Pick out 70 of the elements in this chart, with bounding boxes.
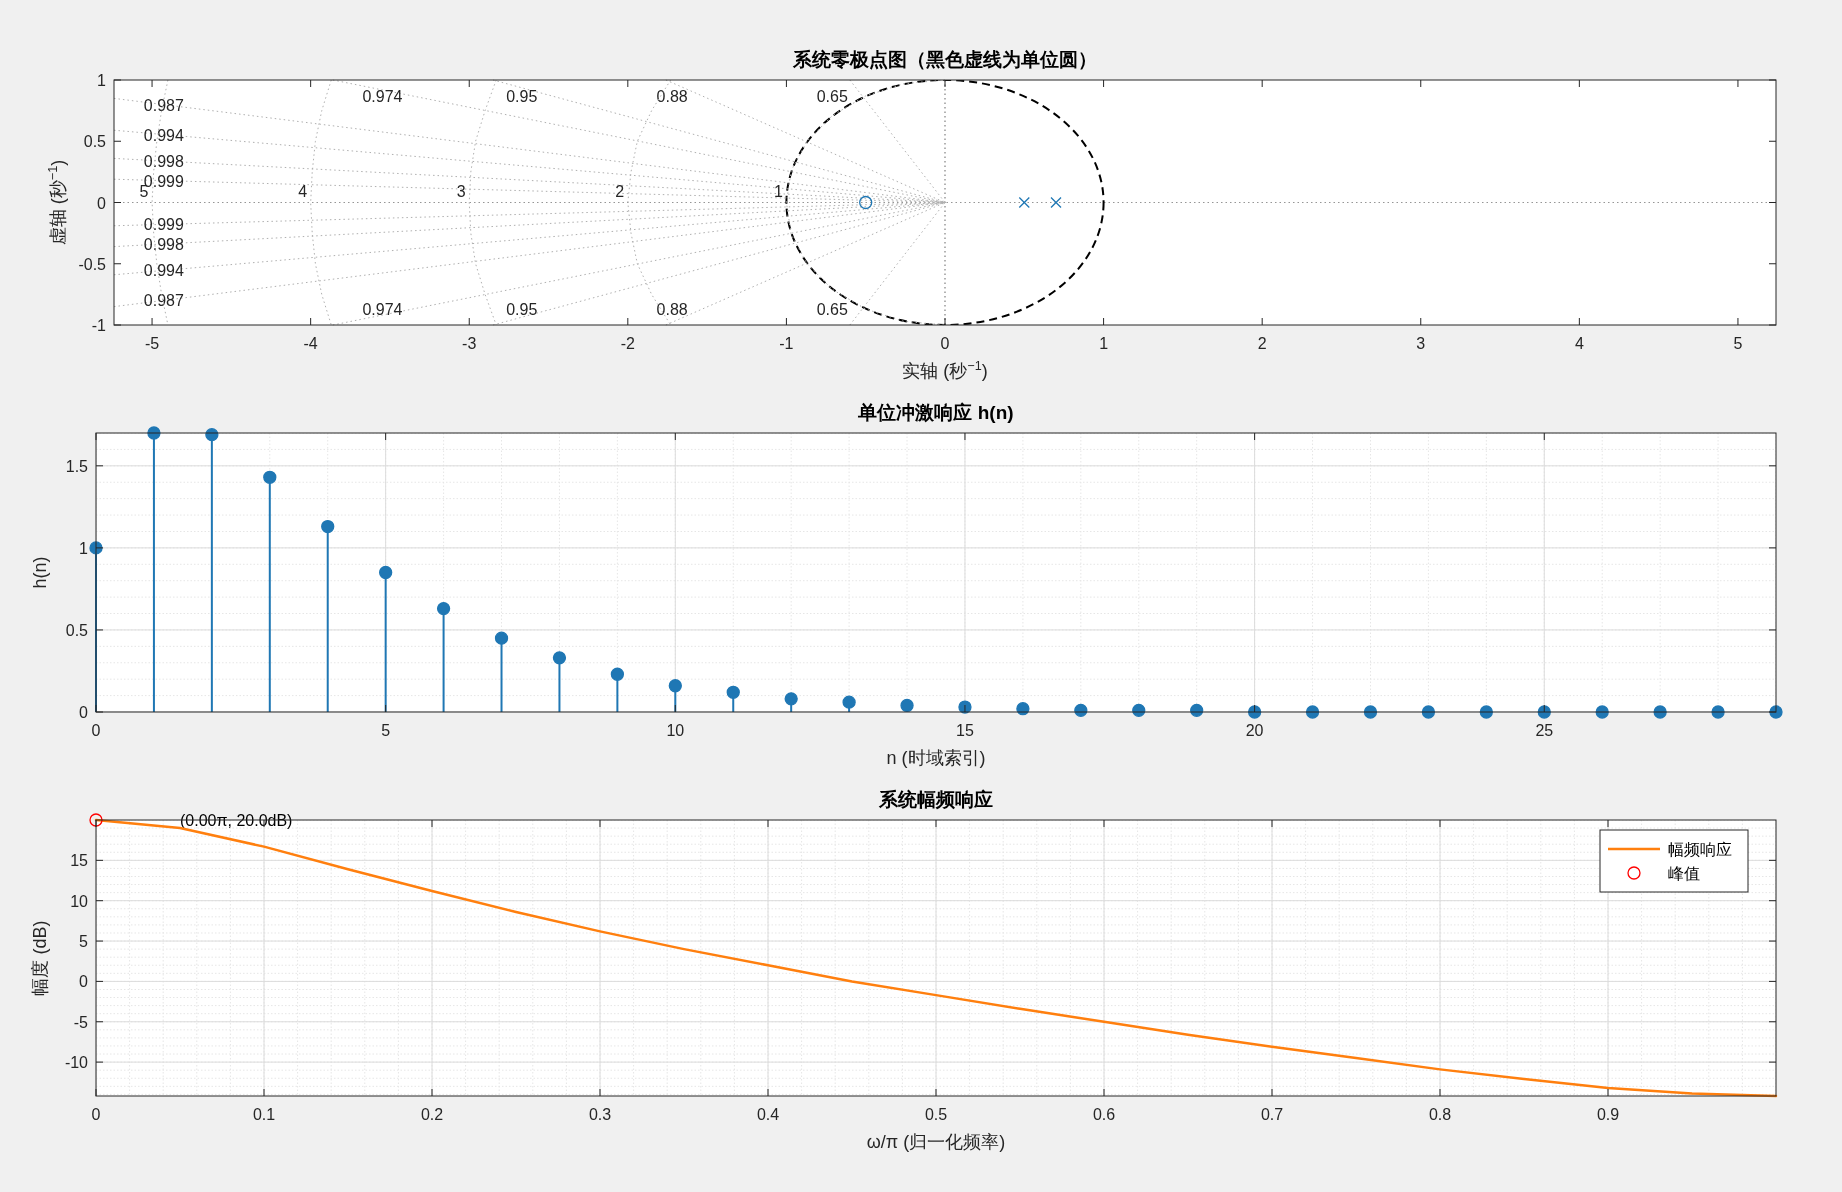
legend-label: 幅频响应 — [1668, 840, 1732, 858]
y-tick-label: 5 — [79, 932, 89, 950]
x-axis-title: ω/π (归一化频率) — [866, 1132, 1006, 1152]
y-tick-label: 1 — [79, 539, 89, 557]
y-tick-label: -10 — [64, 1053, 89, 1071]
series-label: 0.987 — [143, 291, 184, 309]
x-tick-label: 0.1 — [252, 1106, 276, 1123]
x-tick-label: 0.5 — [924, 1106, 948, 1123]
x-tick-label: 4 — [1574, 335, 1584, 352]
series-label: 4 — [298, 182, 308, 199]
x-tick-label: 10 — [666, 722, 685, 739]
x-tick-label: 1 — [1099, 335, 1109, 352]
x-tick-label: -1 — [779, 335, 794, 352]
x-tick-label: 0.6 — [1092, 1106, 1116, 1123]
y-tick-label: 1 — [97, 71, 107, 89]
x-tick-label: -4 — [303, 335, 318, 352]
series-label: 0.974 — [362, 300, 403, 318]
x-tick-label: 0.3 — [588, 1106, 612, 1123]
series-label: 0.95 — [506, 300, 538, 318]
x-tick-label: 3 — [1416, 335, 1426, 352]
y-tick-label: 0 — [97, 194, 107, 211]
series-label: 0.88 — [656, 300, 688, 318]
series-label: 0.994 — [143, 261, 184, 279]
x-axis-title: 实轴 (秒$^{−1}$) — [902, 359, 988, 381]
y-tick-label: 0.5 — [65, 621, 89, 639]
x-tick-label: -5 — [144, 335, 160, 352]
annotation: (0.00π, 20.0dB) — [180, 811, 293, 829]
series-label: 0.974 — [362, 87, 403, 105]
x-tick-label: -3 — [462, 335, 477, 352]
x-tick-label: 0.9 — [1596, 1106, 1620, 1123]
y-tick-label: 10 — [70, 892, 89, 910]
series-label: 0.999 — [143, 215, 184, 233]
y-tick-label: 0 — [79, 703, 89, 721]
series-label: 0.95 — [506, 87, 538, 105]
y-tick-label: 1.5 — [65, 457, 89, 475]
x-tick-label: 25 — [1535, 722, 1554, 739]
y-tick-label: 0.5 — [83, 132, 107, 150]
x-tick-label: 20 — [1245, 722, 1264, 739]
y-axis-title: 幅度 (dB) — [30, 920, 50, 996]
x-tick-label: 0.2 — [420, 1106, 444, 1123]
series-label: 0.987 — [143, 96, 184, 114]
x-tick-label: 0.4 — [756, 1106, 780, 1123]
x-tick-label: 5 — [1733, 335, 1743, 352]
series-label: 1 — [773, 182, 783, 199]
x-tick-label: 5 — [381, 722, 391, 739]
x-tick-label: 0.8 — [1428, 1106, 1452, 1123]
y-axis-title: h(n) — [30, 556, 50, 589]
y-tick-label: -5 — [73, 1013, 89, 1031]
series-label: 0.65 — [816, 300, 848, 318]
x-axis-title: n (时域索引) — [886, 748, 986, 768]
y-tick-label: -1 — [91, 316, 107, 334]
y-tick-label: 15 — [70, 851, 89, 869]
chart-title: 单位冲激响应 h(n) — [857, 402, 1014, 423]
chart-title: 系统零极点图（黑色虚线为单位圆） — [792, 49, 1097, 70]
series-label: 0.994 — [143, 126, 184, 144]
x-tick-label: 15 — [956, 722, 974, 739]
series-label: 0.88 — [656, 87, 688, 105]
series-label: 0.65 — [816, 87, 848, 105]
legend-label: 峰值 — [1668, 864, 1700, 882]
x-tick-label: 0.7 — [1260, 1106, 1284, 1123]
chart-title: 系统幅频响应 — [878, 789, 993, 810]
series-label: 3 — [456, 182, 466, 199]
series-label: 0.998 — [143, 152, 184, 170]
y-tick-label: -0.5 — [78, 255, 107, 273]
x-tick-label: 2 — [1257, 335, 1267, 352]
x-tick-label: 0 — [940, 335, 950, 352]
series-label: 0.998 — [143, 235, 184, 253]
series-label: 2 — [615, 182, 625, 199]
x-tick-label: -2 — [620, 335, 636, 352]
y-tick-label: 0 — [79, 972, 89, 990]
